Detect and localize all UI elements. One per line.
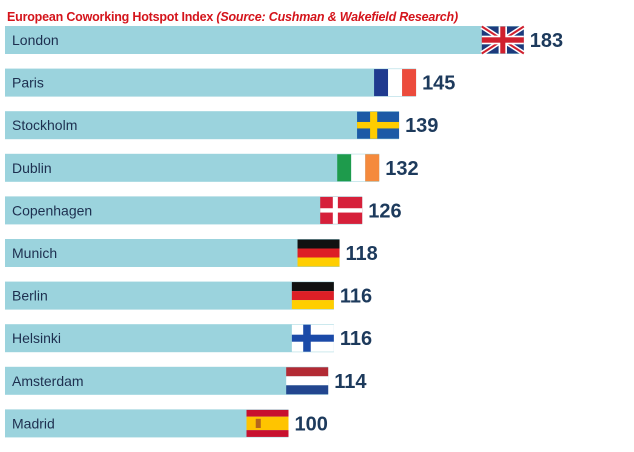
value-label: 132 [385,158,418,180]
flag-finland-icon [291,324,334,352]
category-label: Madrid [12,415,55,431]
value-label: 183 [530,30,563,52]
flag-netherlands-icon [286,367,329,395]
chart-title-source: (Source: Cushman & Wakefield Research) [216,10,458,24]
flag-uk-icon [480,24,526,56]
bar-paris [5,68,417,97]
category-label: Stockholm [12,117,77,133]
chart-title: European Coworking Hotspot Index (Source… [7,10,458,24]
flag-france-icon [374,69,417,97]
category-label: Amsterdam [12,373,84,389]
flag-ireland-icon [337,154,380,182]
value-label: 126 [368,200,401,222]
category-label: Helsinki [12,330,61,346]
bar-munich [5,239,340,267]
category-label: Munich [12,245,57,261]
value-label: 116 [340,328,372,350]
chart-title-main: European Coworking Hotspot Index [7,10,214,24]
bar-berlin [5,281,334,310]
value-label: 145 [422,73,455,95]
bar-dublin [5,153,380,182]
value-label: 118 [346,243,378,265]
bar-helsinki [5,324,334,353]
bar-london [5,26,524,54]
value-label: 100 [295,413,328,435]
flag-denmark-icon [320,196,363,224]
category-label: Paris [12,75,44,91]
flag-sweden-icon [357,111,400,139]
category-label: London [12,32,59,48]
category-label: Dublin [12,160,52,176]
value-label: 139 [405,115,438,137]
bar-amsterdam [5,366,329,395]
category-label: Berlin [12,288,48,304]
bar-stockholm [5,111,400,140]
bar-madrid [5,409,289,438]
flag-spain-icon [246,409,289,437]
value-label: 114 [334,371,367,393]
category-label: Copenhagen [12,202,92,218]
bar-copenhagen [5,196,363,225]
flag-germany-icon [291,282,334,310]
value-label: 116 [340,286,372,308]
flag-germany-icon [297,239,340,267]
